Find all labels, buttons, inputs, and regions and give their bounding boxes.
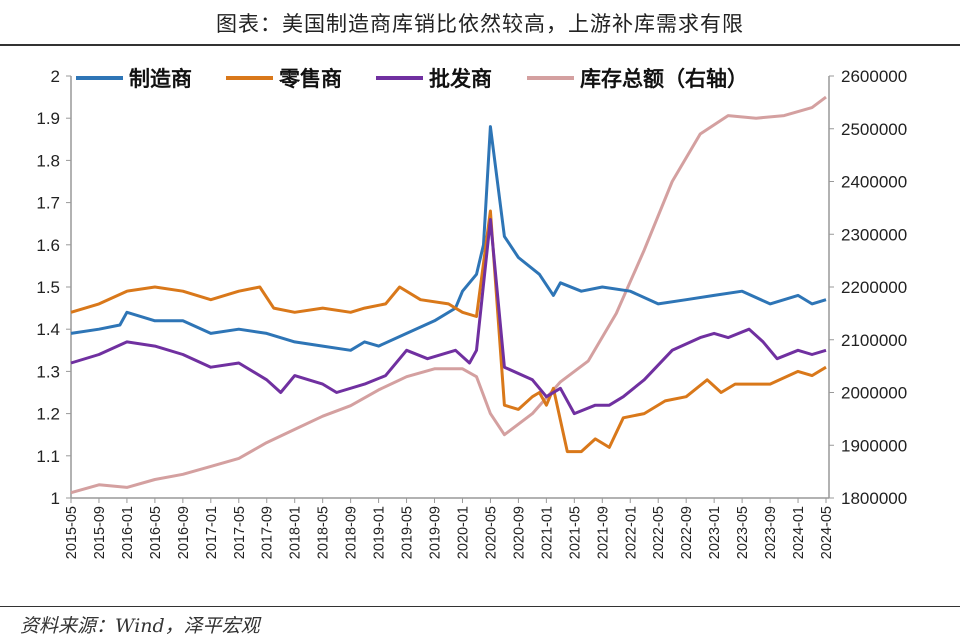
series-line-4 bbox=[70, 95, 827, 495]
right-tick-label: 2400000 bbox=[841, 173, 907, 192]
x-tick-label: 2018-05 bbox=[316, 506, 332, 559]
right-tick-label: 2300000 bbox=[841, 225, 907, 244]
left-tick-label: 1.7 bbox=[36, 194, 60, 213]
x-tick-label: 2019-01 bbox=[372, 506, 388, 559]
series-line-1 bbox=[70, 125, 827, 352]
x-tick-label: 2021-09 bbox=[595, 506, 611, 559]
chart-title: 图表：美国制造商库销比依然较高，上游补库需求有限 bbox=[216, 12, 744, 36]
legend-label: 零售商 bbox=[278, 67, 342, 91]
left-tick-label: 1.2 bbox=[36, 405, 60, 424]
right-tick-label: 2000000 bbox=[841, 384, 907, 403]
x-tick-label: 2016-01 bbox=[120, 506, 136, 559]
x-tick-label: 2021-01 bbox=[539, 506, 555, 559]
series-line-3 bbox=[70, 218, 827, 416]
x-tick-label: 2024-01 bbox=[791, 506, 807, 559]
x-tick-label: 2018-09 bbox=[344, 506, 360, 559]
right-tick-label: 2500000 bbox=[841, 120, 907, 139]
left-tick-label: 1.8 bbox=[36, 151, 60, 170]
legend-label: 制造商 bbox=[129, 67, 192, 91]
x-tick-label: 2024-05 bbox=[819, 506, 835, 559]
x-tick-label: 2023-09 bbox=[763, 506, 779, 559]
x-tick-label: 2020-09 bbox=[511, 506, 527, 559]
bottom-divider bbox=[0, 606, 960, 607]
x-tick-label: 2018-01 bbox=[288, 506, 304, 559]
x-tick-label: 2015-05 bbox=[64, 506, 80, 559]
left-tick-label: 2 bbox=[51, 67, 60, 86]
x-tick-label: 2022-05 bbox=[651, 506, 667, 559]
left-tick-label: 1.5 bbox=[36, 278, 60, 297]
legend-label: 批发商 bbox=[429, 67, 492, 91]
x-tick-label: 2023-05 bbox=[735, 506, 751, 559]
right-tick-label: 2200000 bbox=[841, 278, 907, 297]
x-tick-label: 2019-09 bbox=[428, 506, 444, 559]
x-tick-label: 2021-05 bbox=[567, 506, 583, 559]
series-line-2 bbox=[70, 209, 827, 454]
x-tick-label: 2022-09 bbox=[679, 506, 695, 559]
source-note: 资料来源：Wind，泽平宏观 bbox=[20, 615, 260, 637]
x-tick-label: 2023-01 bbox=[707, 506, 723, 559]
x-tick-label: 2017-09 bbox=[260, 506, 276, 559]
left-tick-label: 1.3 bbox=[36, 362, 60, 381]
left-tick-label: 1 bbox=[51, 489, 60, 508]
x-tick-label: 2016-05 bbox=[148, 506, 164, 559]
x-tick-label: 2015-09 bbox=[92, 506, 108, 559]
left-tick-label: 1.9 bbox=[36, 109, 60, 128]
right-tick-label: 1900000 bbox=[841, 436, 907, 455]
x-tick-label: 2017-01 bbox=[204, 506, 220, 559]
x-tick-label: 2022-01 bbox=[623, 506, 639, 559]
left-tick-label: 1.1 bbox=[36, 447, 60, 466]
legend-label: 库存总额（右轴） bbox=[580, 67, 748, 91]
x-tick-label: 2019-05 bbox=[400, 506, 416, 559]
x-tick-label: 2017-05 bbox=[232, 506, 248, 559]
top-divider bbox=[0, 44, 960, 46]
right-tick-label: 2100000 bbox=[841, 331, 907, 350]
right-tick-label: 1800000 bbox=[841, 489, 907, 508]
x-tick-label: 2016-09 bbox=[176, 506, 192, 559]
right-tick-label: 2600000 bbox=[841, 67, 907, 86]
x-tick-label: 2020-05 bbox=[483, 506, 499, 559]
left-tick-label: 1.4 bbox=[36, 320, 60, 339]
left-tick-label: 1.6 bbox=[36, 236, 60, 255]
x-tick-label: 2020-01 bbox=[455, 506, 471, 559]
